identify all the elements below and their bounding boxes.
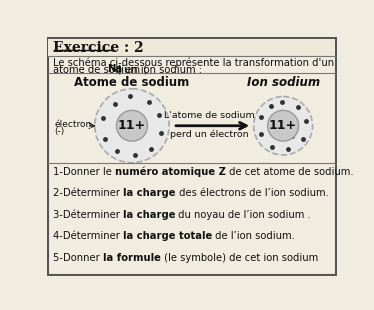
Text: (-): (-) [55, 126, 65, 135]
Text: ) en ion sodium :: ) en ion sodium : [115, 64, 202, 74]
Text: (le symbole) de cet ion sodium: (le symbole) de cet ion sodium [161, 253, 318, 263]
FancyBboxPatch shape [47, 38, 336, 275]
Text: L'atome de sodium: L'atome de sodium [164, 111, 255, 120]
Text: la formule: la formule [103, 253, 161, 263]
Text: 11+: 11+ [118, 119, 146, 132]
Text: du noyau de l’ion sodium .: du noyau de l’ion sodium . [175, 210, 311, 220]
Text: la charge: la charge [123, 210, 175, 220]
Text: perd un électron: perd un électron [170, 130, 249, 139]
Text: 1-Donner le: 1-Donner le [53, 166, 115, 177]
Text: de cet atome de sodium.: de cet atome de sodium. [226, 166, 353, 177]
Circle shape [254, 96, 313, 155]
Text: des électrons de l’ion sodium.: des électrons de l’ion sodium. [175, 188, 328, 198]
Text: Atome de sodium: Atome de sodium [74, 76, 190, 89]
Text: Ion sodium: Ion sodium [246, 76, 320, 89]
Circle shape [95, 89, 169, 163]
Text: 2-Déterminer: 2-Déterminer [53, 188, 123, 198]
Text: 4-Déterminer: 4-Déterminer [53, 231, 123, 241]
Text: numéro atomique Z: numéro atomique Z [115, 166, 226, 177]
Text: 11+: 11+ [269, 119, 297, 132]
Text: 3-Déterminer: 3-Déterminer [53, 210, 123, 220]
Text: 5-Donner: 5-Donner [53, 253, 103, 263]
Text: atome de sodium (: atome de sodium ( [53, 64, 147, 74]
FancyBboxPatch shape [48, 39, 335, 56]
Text: Le schéma ci-dessous représente la transformation d'un: Le schéma ci-dessous représente la trans… [53, 57, 334, 68]
Text: électron: électron [55, 120, 92, 129]
Text: Na: Na [107, 64, 122, 74]
Text: la charge totale: la charge totale [123, 231, 212, 241]
Text: de l’ion sodium.: de l’ion sodium. [212, 231, 295, 241]
Circle shape [116, 110, 147, 141]
Text: la charge: la charge [123, 188, 175, 198]
Text: Exercice : 2: Exercice : 2 [53, 41, 144, 55]
Circle shape [268, 110, 298, 141]
